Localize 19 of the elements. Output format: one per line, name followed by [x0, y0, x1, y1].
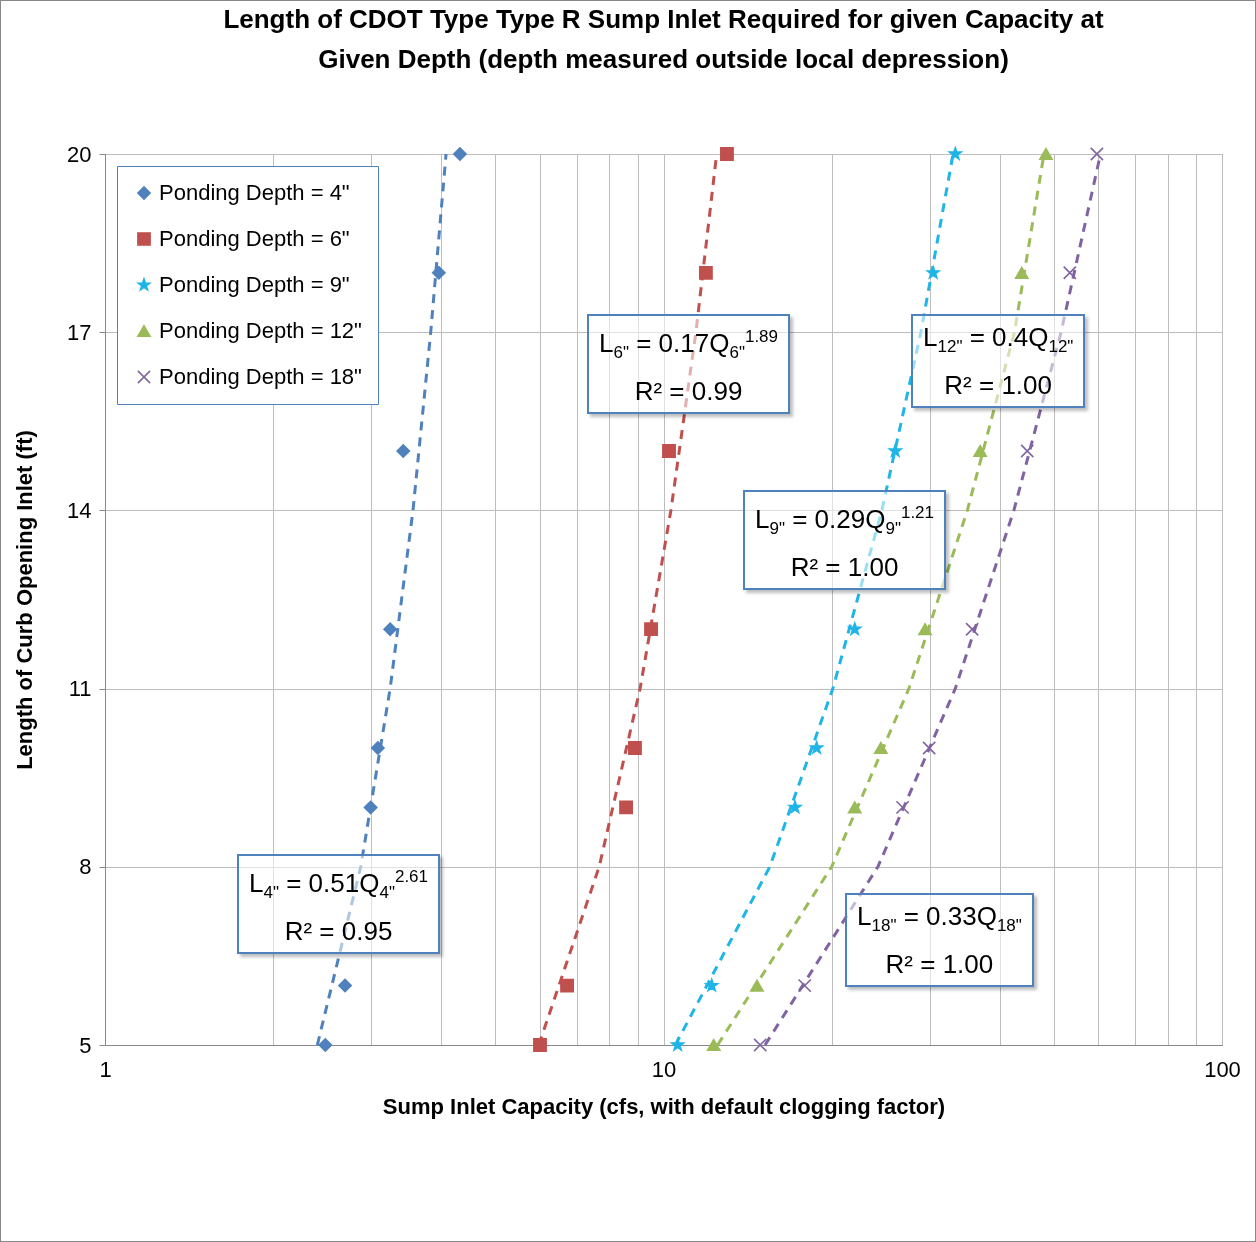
legend-label: Ponding Depth = 9" [159, 272, 350, 297]
annotation: L$_{18"}$ = 0.33Q$_{18"}$ R² = 1.00 [845, 893, 1034, 988]
legend-label: Ponding Depth = 6" [159, 226, 350, 251]
y-tick-label: 20 [67, 141, 92, 167]
y-tick-label: 14 [67, 497, 92, 523]
legend-label: Ponding Depth = 12" [159, 318, 362, 343]
x-tick-label: 1 [99, 1056, 112, 1082]
y-tick-label: 8 [79, 854, 92, 880]
x-tick-label: 10 [651, 1056, 677, 1082]
y-axis-title: Length of Curb Opening Inlet (ft) [12, 430, 38, 770]
chart-title: Length of CDOT Type Type R Sump Inlet Required for given Capacity at Given Depth (depth measured outside local depression) [223, 4, 1104, 74]
x-tick-label: 100 [1204, 1056, 1241, 1082]
y-tick-label: 17 [67, 319, 92, 345]
legend-label: Ponding Depth = 18" [159, 364, 362, 389]
y-tick-label: 5 [79, 1032, 92, 1058]
legend-label: Ponding Depth = 4" [159, 180, 350, 205]
annotation: L$_{12"}$ = 0.4Q$_{12"}$ R² = 1.00 [911, 314, 1086, 409]
x-axis-title: Sump Inlet Capacity (cfs, with default clogging factor) [382, 1093, 946, 1119]
y-tick-label: 11 [68, 676, 92, 702]
